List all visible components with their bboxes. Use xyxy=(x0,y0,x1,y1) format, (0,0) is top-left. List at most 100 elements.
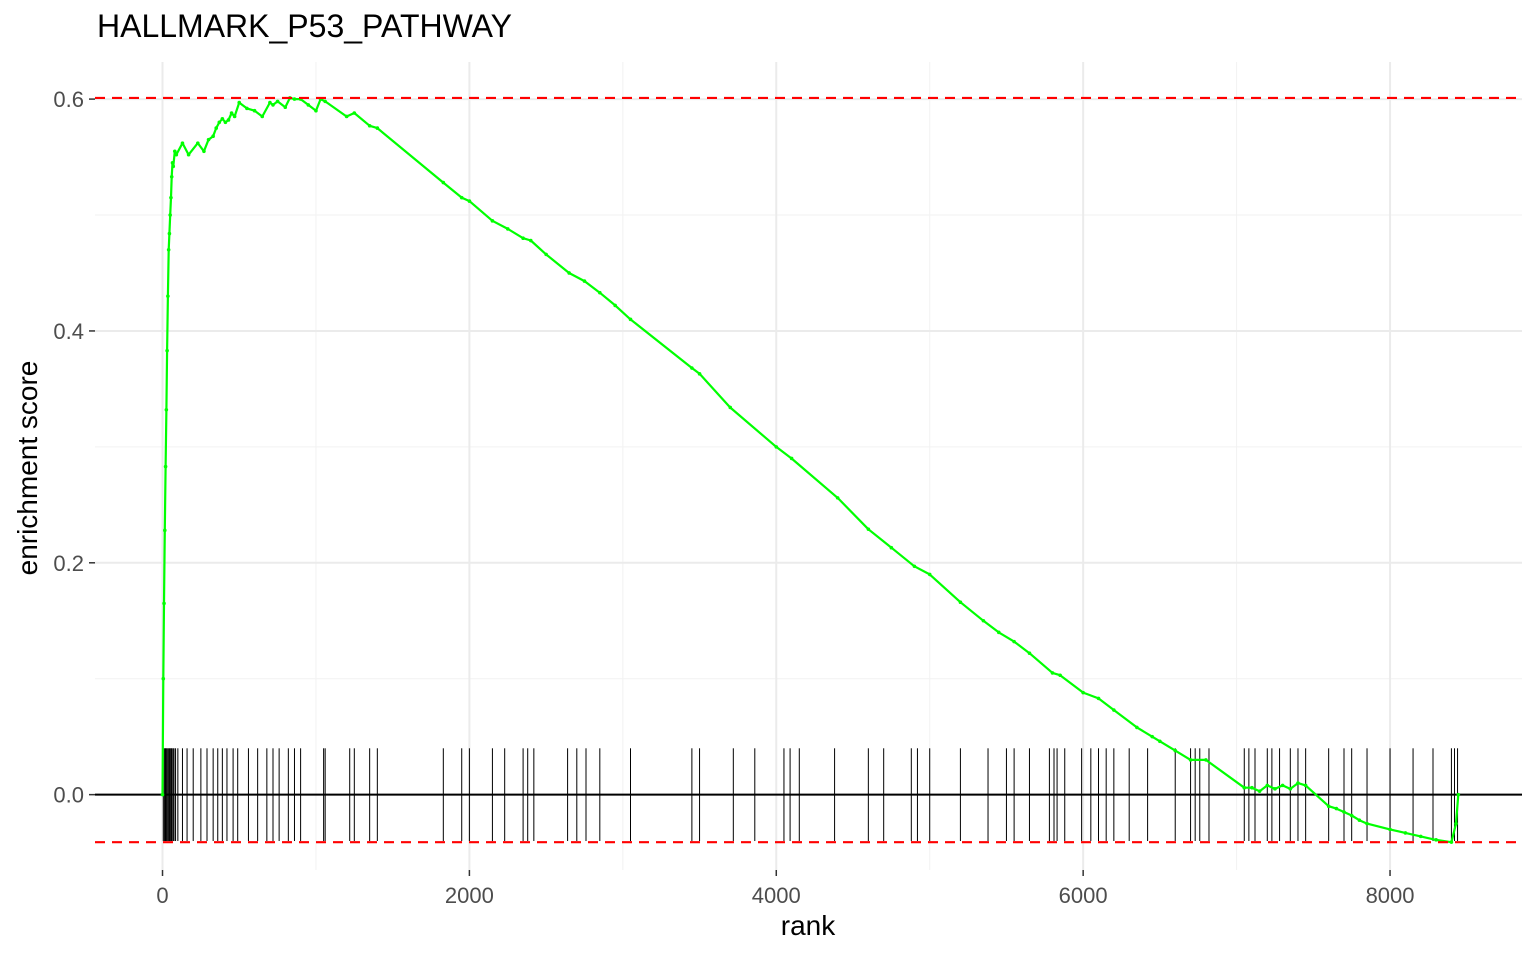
enrichment-point xyxy=(1050,671,1055,675)
x-axis-label: rank xyxy=(780,910,836,941)
enrichment-point xyxy=(441,180,446,185)
enrichment-point xyxy=(1303,783,1308,788)
enrichment-point xyxy=(789,456,794,461)
enrichment-point xyxy=(1058,673,1062,678)
enrichment-point xyxy=(567,271,571,275)
enrichment-point xyxy=(774,445,779,449)
enrichment-point xyxy=(1456,792,1461,797)
enrichment-point xyxy=(180,141,185,145)
enrichment-line xyxy=(161,96,1460,844)
y-axis-label: enrichment score xyxy=(12,360,43,576)
enrichment-point xyxy=(505,227,510,231)
enrichment-point xyxy=(1288,787,1293,791)
enrichment-point xyxy=(226,118,231,122)
enrichment-point xyxy=(467,199,472,203)
grid-lines xyxy=(95,62,1522,870)
enrichment-point xyxy=(367,123,372,128)
enrichment-point xyxy=(211,134,215,138)
y-tick-label: 0.4 xyxy=(53,319,84,344)
enrichment-point xyxy=(165,348,169,353)
hit-rug xyxy=(162,748,1459,842)
enrichment-point xyxy=(1265,783,1270,788)
enrichment-point xyxy=(166,294,170,298)
enrichment-point xyxy=(163,464,168,469)
enrichment-point xyxy=(459,195,464,200)
enrichment-point xyxy=(1112,708,1116,712)
enrichment-point xyxy=(172,149,177,154)
enrichment-point xyxy=(161,676,166,681)
enrichment-point xyxy=(690,366,694,370)
enrichment-point xyxy=(283,105,288,110)
enrichment-point xyxy=(866,527,871,531)
enrichment-point xyxy=(889,545,894,550)
enrichment-point xyxy=(162,601,166,606)
enrichment-point xyxy=(1403,831,1408,835)
enrichment-point xyxy=(582,279,587,283)
enrichment-point xyxy=(220,117,225,121)
enrichment-point xyxy=(202,149,206,154)
enrichment-point xyxy=(958,600,963,605)
enrichment-point xyxy=(169,174,174,179)
enrichment-point xyxy=(323,99,327,104)
enrichment-point xyxy=(1012,639,1016,644)
enrichment-point xyxy=(1334,806,1339,811)
enrichment-point xyxy=(1365,821,1369,826)
enrichment-point xyxy=(1257,789,1262,793)
enrichment-point xyxy=(174,152,179,157)
enrichment-point xyxy=(1418,834,1423,839)
enrichment-point xyxy=(163,528,167,533)
enrichment-point xyxy=(628,317,633,322)
enrichment-point xyxy=(271,103,275,107)
enrichment-point xyxy=(167,231,172,236)
enrichment-point xyxy=(835,496,840,500)
enrichment-point xyxy=(1454,821,1458,826)
enrichment-point xyxy=(168,213,172,217)
enrichment-point xyxy=(1296,781,1300,785)
enrichment-point xyxy=(252,108,257,113)
enrichment-point xyxy=(1242,785,1247,790)
enrichment-point xyxy=(1342,810,1346,814)
enrichment-point xyxy=(164,407,169,412)
enrichment-point xyxy=(728,405,733,410)
enrichment-point xyxy=(1188,758,1193,762)
enrichment-point xyxy=(1173,748,1178,753)
x-tick-label: 2000 xyxy=(445,883,494,908)
enrichment-point xyxy=(237,100,242,105)
enrichment-point xyxy=(232,114,237,119)
enrichment-point xyxy=(981,618,986,623)
enrichment-point xyxy=(169,195,173,200)
enrichment-point xyxy=(1349,813,1354,818)
enrichment-point xyxy=(275,99,280,104)
x-tick-label: 0 xyxy=(156,883,168,908)
enrichment-point xyxy=(214,126,219,130)
y-tick-label: 0.6 xyxy=(53,87,84,112)
enrichment-point xyxy=(521,236,525,241)
enrichment-point xyxy=(245,106,249,111)
enrichment-point xyxy=(1158,739,1162,744)
enrichment-point xyxy=(1388,827,1392,832)
enrichment-point xyxy=(166,247,171,252)
enrichment-point xyxy=(268,100,272,105)
enrichment-point xyxy=(292,97,297,101)
enrichment-point xyxy=(1250,785,1254,790)
enrichment-point xyxy=(352,111,357,115)
enrichment-point xyxy=(160,792,165,797)
threshold-lines xyxy=(95,96,1522,844)
enrichment-point xyxy=(1027,651,1032,656)
enrichment-point xyxy=(490,219,495,223)
enrichment-series xyxy=(160,96,1461,844)
enrichment-point xyxy=(927,572,932,577)
enrichment-point xyxy=(528,238,533,243)
enrichment-point xyxy=(170,161,175,165)
enrichment-point xyxy=(1449,840,1454,844)
enrichment-point xyxy=(196,141,200,145)
enrichment-point xyxy=(206,137,211,142)
x-tick-label: 6000 xyxy=(1059,883,1108,908)
enrichment-point xyxy=(306,103,311,107)
enrichment-point xyxy=(229,111,234,115)
enrichment-point xyxy=(1434,838,1438,842)
enrichment-point xyxy=(217,120,222,125)
enrichment-point xyxy=(1135,725,1139,730)
x-tick-label: 8000 xyxy=(1366,883,1415,908)
